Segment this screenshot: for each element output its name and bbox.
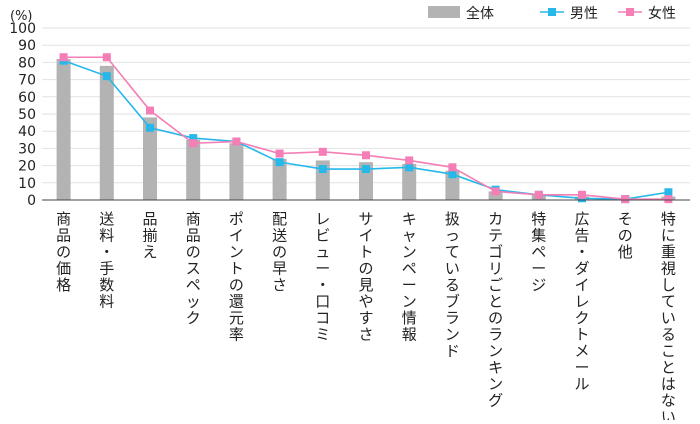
x-tick-label: 商品のスペック: [186, 210, 201, 327]
legend: 全体 男性 女性: [428, 5, 676, 22]
series-0-point-3: [189, 134, 198, 143]
series-1-point-3: [189, 139, 198, 148]
bar-2: [143, 117, 157, 200]
bar-5: [272, 158, 287, 200]
y-tick-label: 70: [18, 73, 36, 89]
legend-marker: [548, 8, 556, 16]
series-0-point-5: [275, 158, 284, 167]
bar-0: [56, 58, 71, 201]
y-tick-label: 0: [27, 193, 36, 209]
series-1-point-6: [318, 147, 327, 156]
y-tick-label: 10: [18, 176, 36, 192]
legend-marker: [626, 8, 634, 16]
line-series: [59, 53, 673, 204]
series-1-point-14: [664, 195, 673, 204]
x-tick-label: ポイントの還元率: [229, 210, 244, 344]
series-0-point-6: [318, 165, 327, 174]
x-tick-label: 品揃え: [142, 210, 157, 261]
x-tick-label: サイトの見やすさ: [358, 210, 373, 344]
series-0-point-9: [448, 170, 457, 179]
legend-label: 男性: [570, 6, 598, 22]
y-tick-label: 60: [18, 90, 36, 106]
x-axis-ticks: 商品の価格 送料・手数料 品揃え 商品のスペック ポイントの還元率 配送の早さ レビュー・口…: [56, 210, 676, 424]
series-0-point-8: [405, 163, 414, 172]
bar-8: [402, 163, 417, 200]
series-0-point-1: [102, 72, 111, 81]
x-tick-label: 送料・手数料: [99, 210, 114, 311]
bar-series: [56, 58, 676, 201]
series-1-point-10: [491, 187, 500, 196]
legend-swatch: [428, 6, 460, 18]
y-tick-label: 80: [18, 55, 36, 71]
x-tick-label: 特に重視していることはない: [661, 210, 676, 420]
y-tick-label: 30: [18, 141, 36, 157]
x-tick-label: 配送の早さ: [272, 210, 287, 294]
y-unit-label: (%): [10, 9, 33, 24]
legend-label: 女性: [648, 5, 676, 22]
series-1-point-8: [405, 156, 414, 165]
series-1-point-5: [275, 149, 284, 158]
series-1-point-13: [621, 195, 630, 204]
series-1-point-1: [102, 53, 111, 62]
x-tick-label: 商品の価格: [56, 210, 71, 294]
y-tick-label: 100: [9, 21, 36, 37]
bar-3: [186, 139, 201, 200]
y-tick-label: 40: [18, 124, 36, 140]
series-1-point-11: [534, 190, 543, 199]
x-tick-label: カテゴリごとのランキング: [488, 210, 503, 410]
series-1-point-12: [578, 190, 586, 199]
x-tick-label: 広告・ダイレクトメール: [574, 210, 589, 393]
series-1-point-9: [448, 163, 457, 172]
x-tick-label: その他: [618, 210, 633, 261]
x-tick-label: レビュー・口コミ: [315, 210, 330, 344]
x-tick-label: キャンペーン情報: [402, 210, 417, 344]
legend-label: 全体: [466, 5, 494, 22]
x-tick-label: 特集ページ: [531, 210, 546, 294]
series-1-point-2: [146, 106, 154, 115]
bar-4: [229, 143, 244, 200]
series-0-point-7: [362, 165, 370, 174]
bar-1: [99, 65, 114, 200]
y-tick-label: 90: [18, 38, 36, 54]
series-1-point-7: [362, 151, 370, 160]
bar-10: [488, 191, 503, 200]
x-tick-label: 扱っているブランド: [445, 210, 460, 360]
series-1-point-4: [232, 137, 241, 146]
series-1-point-0: [59, 53, 68, 62]
y-tick-label: 50: [18, 107, 36, 123]
series-0-point-2: [146, 123, 154, 132]
series-0-point-14: [664, 188, 673, 197]
y-tick-label: 20: [18, 159, 36, 175]
